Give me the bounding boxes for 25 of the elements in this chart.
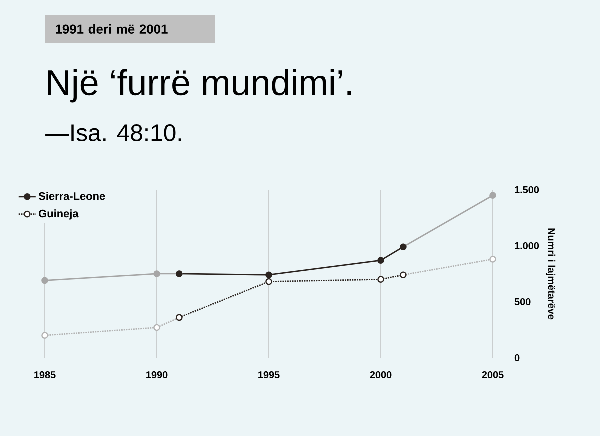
point [266,272,272,279]
point [490,256,496,263]
y-tick-label: 1.500 [515,186,540,194]
point [266,278,272,286]
point [154,324,160,332]
chart-subtitle: —Isa. 48:10. [46,124,182,142]
point [42,277,48,284]
point [490,192,496,199]
x-tick-label: 2000 [370,372,392,379]
x-tick-label: 1985 [34,372,56,379]
text: 1991 deri më 2001 [56,24,168,34]
x-tick-label: 1995 [258,372,280,379]
x-tick-label: 2005 [482,372,504,379]
y-tick-label: 0 [514,354,520,362]
legend-label: Sierra-Leone [38,192,106,200]
x-tick-label: 1990 [146,372,168,379]
point [378,257,384,264]
point [154,270,160,278]
point [42,332,48,339]
y-tick-label: 1.000 [515,242,540,250]
point [378,276,384,283]
chart-title: Një ‘furrë mundimi’. [48,69,352,103]
y-tick-label: 500 [514,298,531,306]
y-axis-title: Numri i lajmëtarëve [546,228,556,320]
legend-label: Guineja [39,210,79,220]
